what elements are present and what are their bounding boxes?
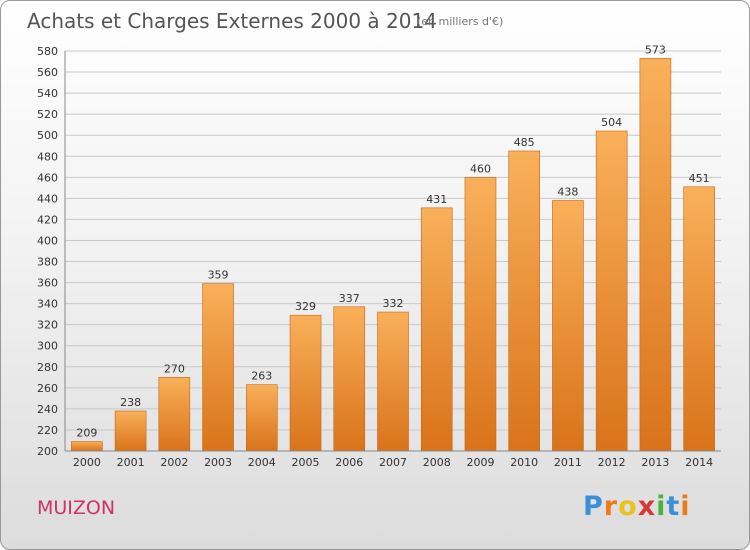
y-tick-label: 520 [37, 108, 58, 121]
y-tick-label: 320 [37, 319, 58, 332]
bar-2013 [639, 58, 672, 452]
data-label: 270 [164, 362, 185, 375]
bar-2009 [464, 177, 497, 452]
y-tick-label: 540 [37, 87, 58, 100]
bar-2014 [683, 186, 715, 452]
bar-2001 [114, 410, 147, 452]
y-tick-label: 440 [37, 192, 58, 205]
logo-letter: o [618, 491, 638, 522]
y-tick-label: 580 [37, 45, 58, 58]
x-tick-label: 2004 [248, 456, 276, 469]
y-tick-label: 500 [37, 129, 58, 142]
x-tick-label: 2008 [423, 456, 451, 469]
data-label: 460 [470, 162, 491, 175]
proxiti-logo[interactable]: Proxiti [583, 491, 691, 522]
bar-2005 [289, 314, 322, 452]
y-tick-label: 400 [37, 234, 58, 247]
x-tick-label: 2010 [510, 456, 538, 469]
bar-2008 [420, 207, 453, 452]
x-tick-label: 2002 [160, 456, 188, 469]
bar-2010 [508, 150, 541, 452]
data-labels: 209 238 270 359 263 329 337 332 431 460 485 438 504 5… [76, 43, 709, 439]
y-tick-label: 280 [37, 361, 58, 374]
y-tick-label: 380 [37, 256, 58, 269]
bars [71, 58, 715, 452]
x-tick-label: 2000 [73, 456, 101, 469]
data-label: 332 [383, 297, 404, 310]
x-tick-label: 2011 [554, 456, 582, 469]
y-tick-label: 340 [37, 298, 58, 311]
x-tick-label: 2013 [641, 456, 669, 469]
bar-2011 [552, 200, 584, 452]
data-label: 431 [426, 193, 447, 206]
logo-letter: i [680, 491, 691, 522]
logo-letter: t [666, 491, 681, 522]
logo-letter: r [603, 491, 619, 522]
data-label: 485 [514, 136, 535, 149]
y-tick-label: 220 [37, 424, 58, 437]
data-label: 329 [295, 300, 316, 313]
data-label: 438 [557, 185, 578, 198]
y-tick-label: 420 [37, 213, 58, 226]
x-axis: 2000 2001 2002 2003 2004 2005 2006 2007 2008 2009… [65, 450, 721, 469]
x-tick-label: 2012 [598, 456, 626, 469]
data-label: 359 [208, 269, 229, 282]
y-tick-label: 200 [37, 445, 58, 458]
x-tick-label: 2006 [335, 456, 363, 469]
data-label: 263 [251, 370, 272, 383]
x-tick-label: 2014 [685, 456, 713, 469]
x-tick-label: 2005 [292, 456, 320, 469]
logo-letter: x [637, 491, 657, 522]
y-tick-label: 260 [37, 382, 58, 395]
bar-2002 [158, 377, 191, 452]
x-tick-label: 2007 [379, 456, 407, 469]
y-tick-label: 460 [37, 171, 58, 184]
x-tick-label: 2001 [117, 456, 145, 469]
data-label: 573 [645, 43, 666, 56]
commune-name: MUIZON [37, 497, 116, 519]
bar-2000 [71, 441, 103, 452]
y-tick-label: 480 [37, 150, 58, 163]
bar-2012 [595, 130, 628, 452]
x-tick-label: 2009 [466, 456, 494, 469]
bar-2006 [333, 306, 366, 452]
y-tick-label: 560 [37, 66, 58, 79]
bar-2003 [202, 283, 234, 452]
logo-letter: i [656, 491, 667, 522]
data-label: 504 [601, 116, 622, 129]
y-tick-label: 300 [37, 340, 58, 353]
bar-2007 [377, 311, 409, 452]
data-label: 238 [120, 396, 141, 409]
data-label: 209 [76, 427, 97, 440]
x-tick-label: 2003 [204, 456, 232, 469]
chart-title: Achats et Charges Externes 2000 à 2014 [27, 9, 437, 33]
y-tick-label: 240 [37, 403, 58, 416]
chart-subtitle: (en milliers d'€) [417, 15, 504, 28]
logo-letter: P [583, 491, 604, 522]
data-label: 451 [689, 172, 710, 185]
y-axis: 200 220 240 260 280 300 320 340 360 380 400 420 440 4… [37, 45, 58, 458]
y-tick-label: 360 [37, 277, 58, 290]
bar-2004 [246, 384, 278, 452]
data-label: 337 [339, 292, 360, 305]
